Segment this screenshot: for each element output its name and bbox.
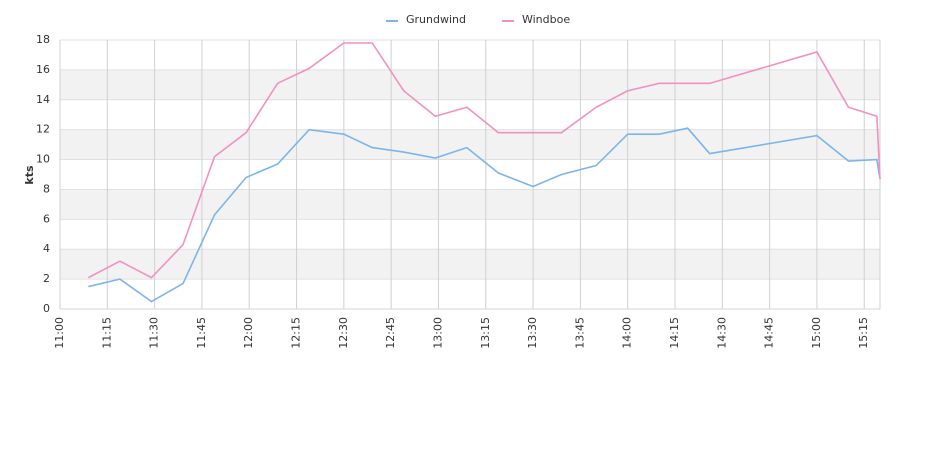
x-tick-label: 15:15 [857, 317, 870, 349]
y-tick-label: 18 [36, 33, 50, 46]
y-tick-label: 2 [43, 272, 50, 285]
x-tick-label: 11:00 [53, 317, 66, 349]
x-tick-label: 11:30 [148, 317, 161, 349]
x-tick-label: 14:45 [763, 317, 776, 349]
y-tick-label: 6 [43, 212, 50, 225]
x-tick-label: 15:00 [810, 317, 823, 349]
legend-label: Windboe [522, 13, 570, 26]
y-tick-label: 14 [36, 93, 50, 106]
x-tick-label: 14:30 [715, 317, 728, 349]
y-tick-label: 16 [36, 63, 50, 76]
grid-band [60, 129, 880, 160]
y-tick-label: 8 [43, 182, 50, 195]
line-series [88, 42, 881, 279]
x-tick-label: 12:45 [384, 317, 397, 349]
x-tick-label: 13:30 [526, 317, 539, 349]
x-tick-label: 12:30 [337, 317, 350, 349]
x-tick-label: 14:00 [621, 317, 634, 349]
x-tick-label: 14:15 [668, 317, 681, 349]
x-tick-label: 12:00 [242, 317, 255, 349]
grid-band [60, 69, 880, 100]
y-tick-label: 4 [43, 242, 50, 255]
x-tick-label: 11:45 [195, 317, 208, 349]
y-tick-label: 0 [43, 302, 50, 315]
legend-label: Grundwind [406, 13, 466, 26]
x-tick-label: 12:15 [290, 317, 303, 349]
y-axis-label: kts [23, 165, 36, 185]
x-tick-label: 11:15 [100, 317, 113, 349]
x-tick-label: 13:15 [479, 317, 492, 349]
x-tick-label: 13:45 [573, 317, 586, 349]
y-tick-label: 12 [36, 123, 50, 136]
x-tick-label: 13:00 [431, 317, 444, 349]
y-tick-label: 10 [36, 153, 50, 166]
grid-band [60, 189, 880, 220]
grid-band [60, 249, 880, 280]
line-series [88, 127, 881, 303]
